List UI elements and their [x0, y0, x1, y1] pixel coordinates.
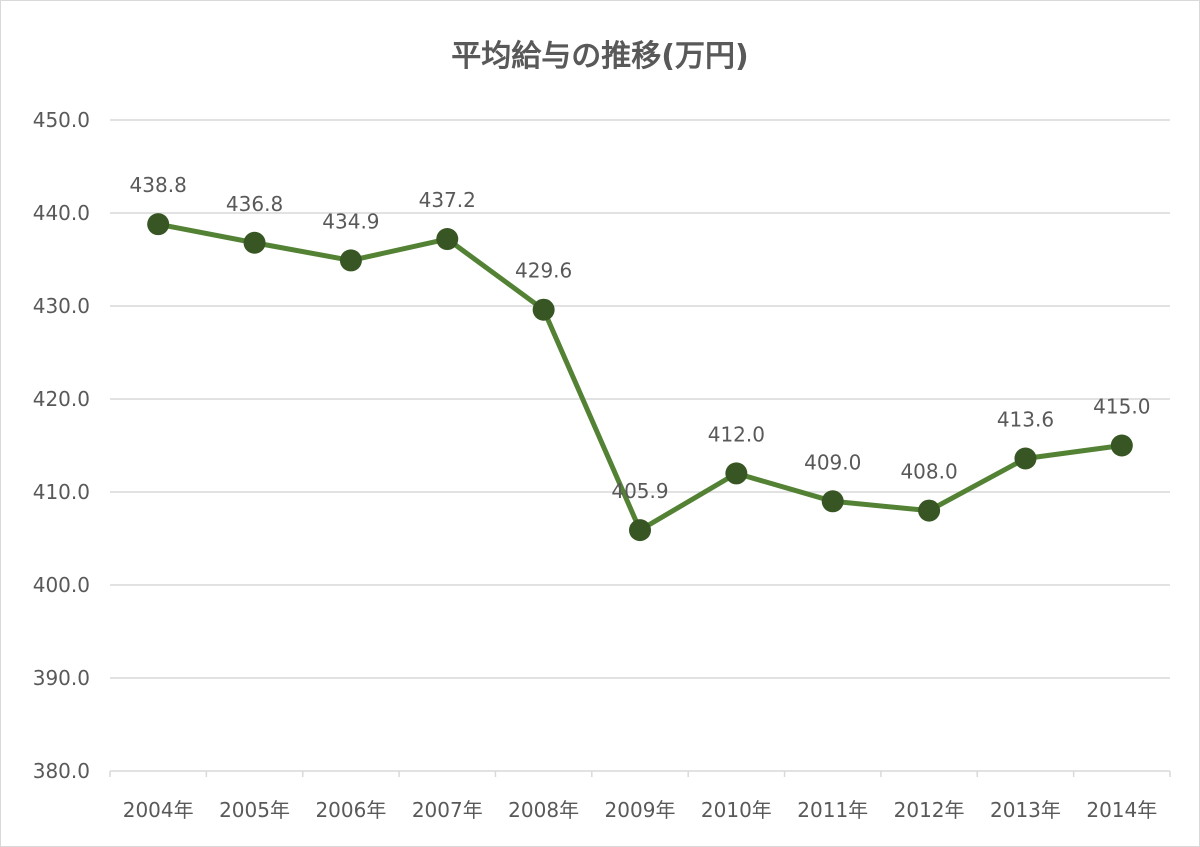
series: [147, 213, 1133, 542]
x-tick-label: 2011年: [797, 798, 868, 822]
data-point-marker: [725, 462, 748, 485]
data-point-marker: [821, 490, 844, 513]
data-label: 438.8: [130, 173, 187, 197]
x-tick-label: 2010年: [701, 798, 772, 822]
data-label: 405.9: [611, 479, 668, 503]
x-tick-label: 2004年: [123, 798, 194, 822]
data-point-marker: [147, 213, 170, 236]
x-axis: 2004年 2005年 2006年 2007年 2008年 2009年 2010年 2011年…: [109, 770, 1171, 822]
y-tick-label: 390.0: [33, 666, 90, 690]
data-point-marker: [436, 228, 459, 251]
data-label: 415.0: [1093, 395, 1150, 419]
data-point-marker: [339, 249, 362, 272]
data-labels: 438.8 436.8 434.9 437.2 429.6 405.9 412.0 409.0…: [130, 173, 1151, 503]
x-tick-label: 2009年: [605, 798, 676, 822]
data-point-marker: [243, 231, 266, 254]
x-tick-label: 2007年: [412, 798, 483, 822]
data-label: 408.0: [900, 460, 957, 484]
data-label: 436.8: [226, 192, 283, 216]
data-point-marker: [918, 499, 941, 522]
x-tick-label: 2005年: [219, 798, 290, 822]
data-label: 429.6: [515, 259, 572, 283]
data-label: 412.0: [708, 422, 765, 446]
chart-title: 平均給与の推移(万円): [451, 39, 748, 74]
y-tick-label: 400.0: [33, 573, 90, 597]
x-tick-label: 2006年: [315, 798, 386, 822]
data-point-marker: [1014, 447, 1037, 470]
gridlines: [110, 119, 1170, 679]
y-tick-label: 440.0: [33, 201, 90, 225]
x-tick-label: 2013年: [990, 798, 1061, 822]
y-tick-label: 450.0: [33, 108, 90, 132]
x-tick-label: 2014年: [1086, 798, 1157, 822]
x-tick-label: 2012年: [894, 798, 965, 822]
data-label: 437.2: [419, 188, 476, 212]
data-point-marker: [1110, 434, 1133, 457]
x-tick-label: 2008年: [508, 798, 579, 822]
data-label: 434.9: [322, 209, 379, 233]
data-label: 409.0: [804, 450, 861, 474]
data-point-marker: [532, 298, 555, 321]
y-axis-ticks: 380.0 390.0 400.0 410.0 420.0 430.0 440.0 450.0: [33, 108, 90, 783]
y-tick-label: 380.0: [33, 759, 90, 783]
y-tick-label: 430.0: [33, 294, 90, 318]
y-tick-label: 420.0: [33, 387, 90, 411]
data-label: 413.6: [997, 408, 1054, 432]
data-point-marker: [629, 519, 651, 542]
y-tick-label: 410.0: [33, 480, 90, 504]
